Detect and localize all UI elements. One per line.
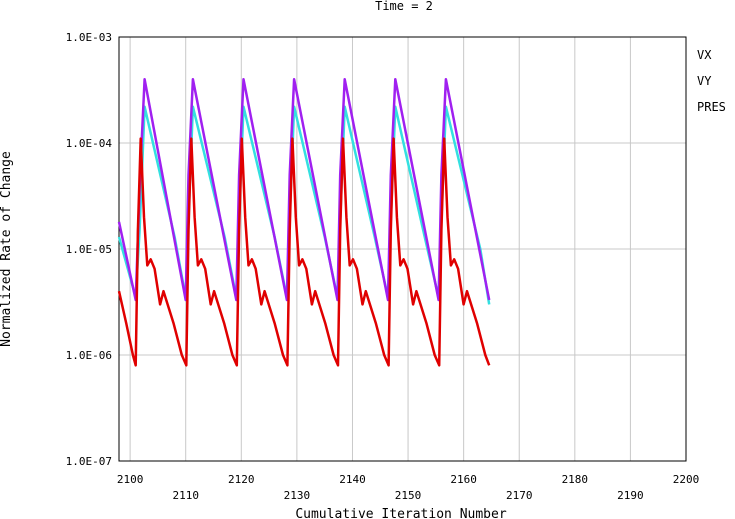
- x-tick-label: 2160: [450, 473, 477, 486]
- axis-tick-labels: 2100 2110 2120 2130 2140 2150 2160 2170 2180 2190…: [66, 31, 700, 502]
- chart-title: Time = 2: [375, 0, 433, 13]
- x-tick-label: 2140: [339, 473, 366, 486]
- y-tick-label: 1.0E-03: [66, 31, 112, 44]
- y-axis-label: Normalized Rate of Change: [0, 151, 14, 347]
- series-lines: [117, 77, 491, 367]
- x-tick-label: 2200: [673, 473, 700, 486]
- grid-lines: [119, 36, 687, 462]
- y-tick-label: 1.0E-07: [66, 455, 112, 468]
- legend-item-vy: VY: [697, 74, 712, 88]
- series-line-pres: [117, 137, 491, 367]
- legend: VX VY PRES: [697, 48, 726, 114]
- legend-item-pres: PRES: [697, 100, 726, 114]
- x-tick-label: 2170: [506, 489, 533, 502]
- x-tick-label: 2180: [562, 473, 589, 486]
- legend-item-vx: VX: [697, 48, 712, 62]
- series-line-vy: [117, 77, 491, 302]
- x-tick-label: 2190: [617, 489, 644, 502]
- x-axis-label: Cumulative Iteration Number: [295, 507, 506, 519]
- y-tick-label: 1.0E-04: [66, 137, 113, 150]
- y-tick-label: 1.0E-06: [66, 349, 112, 362]
- plot-frame: [118, 36, 687, 462]
- x-tick-label: 2100: [117, 473, 144, 486]
- x-tick-label: 2150: [395, 489, 422, 502]
- x-tick-label: 2120: [228, 473, 255, 486]
- y-tick-label: 1.0E-05: [66, 243, 112, 256]
- x-tick-label: 2110: [172, 489, 199, 502]
- x-tick-label: 2130: [284, 489, 311, 502]
